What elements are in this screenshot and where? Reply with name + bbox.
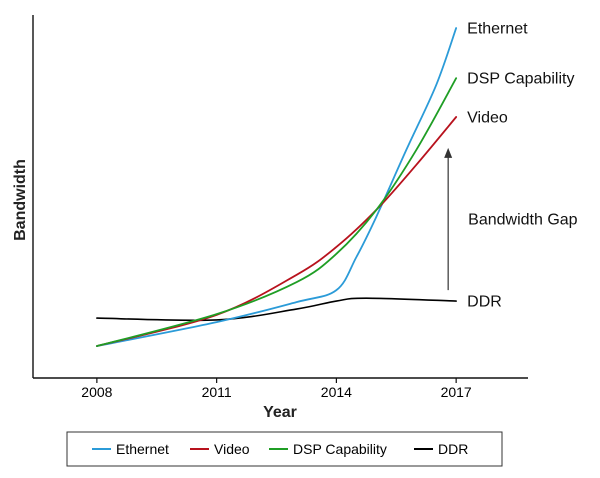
legend-label-dsp-capability: DSP Capability: [293, 441, 387, 457]
annotation-layer: Bandwidth Gap: [444, 147, 578, 291]
legend: Ethernet Video DSP Capability DDR: [66, 431, 503, 467]
series-line-ethernet: [95, 27, 458, 347]
bandwidth-gap-label: Bandwidth Gap: [468, 212, 578, 229]
bandwidth-gap-arrow-head: [444, 147, 453, 158]
y-axis-label: Bandwidth: [12, 159, 29, 241]
series-line-video: [95, 116, 458, 347]
series-line-dsp-capability: [95, 77, 458, 347]
x-tick-label: 2011: [202, 384, 232, 400]
legend-label-ethernet: Ethernet: [116, 441, 169, 457]
series-end-label-dsp-capability: DSP Capability: [467, 71, 574, 88]
x-tick-label: 2017: [441, 384, 472, 400]
x-tick-label: 2008: [81, 384, 112, 400]
legend-label-video: Video: [214, 441, 250, 457]
series-end-label-video: Video: [467, 110, 508, 127]
x-tick-label: 2014: [321, 384, 352, 400]
series-end-label-ethernet: Ethernet: [467, 21, 528, 38]
series-end-label-ddr: DDR: [467, 294, 502, 311]
series-line-ddr: [96, 297, 457, 322]
x-ticks: 2008 2011 2014 2017: [81, 378, 472, 400]
series-end-labels: Ethernet Video DSP Capability DDR: [467, 21, 574, 311]
series-layer: [95, 27, 458, 347]
x-axis-label: Year: [263, 404, 297, 421]
legend-label-ddr: DDR: [438, 441, 468, 457]
